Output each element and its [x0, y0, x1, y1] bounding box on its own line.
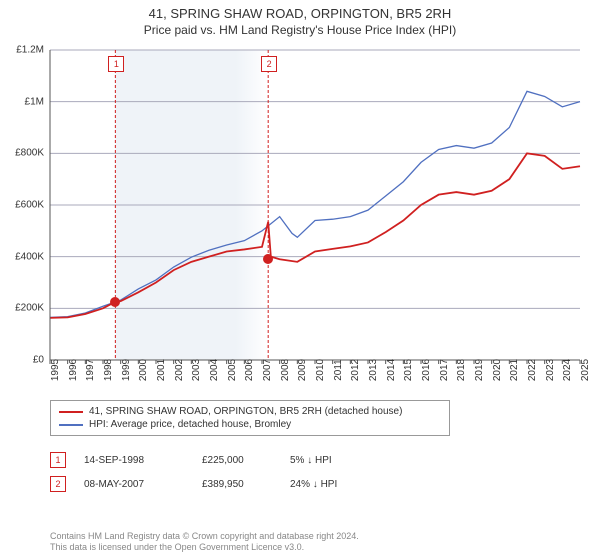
x-tick-label: 2025	[580, 359, 591, 381]
x-tick-label: 1999	[121, 359, 132, 381]
chart-marker-dot	[110, 297, 120, 307]
x-tick-label: 2012	[350, 359, 361, 381]
x-tick-label: 2011	[333, 359, 344, 381]
sales-price: £389,950	[202, 479, 272, 490]
chart-svg	[50, 50, 580, 360]
sales-table: 1 14-SEP-1998 £225,000 5% ↓ HPI 2 08-MAY…	[50, 448, 380, 496]
sales-date: 08-MAY-2007	[84, 479, 184, 490]
sales-change: 24% ↓ HPI	[290, 479, 380, 490]
chart-title: 41, SPRING SHAW ROAD, ORPINGTON, BR5 2RH	[0, 6, 600, 21]
x-tick-label: 2002	[174, 359, 185, 381]
x-tick-label: 2016	[421, 359, 432, 381]
x-tick-label: 1998	[103, 359, 114, 381]
x-tick-label: 2013	[368, 359, 379, 381]
chart-marker-box: 1	[108, 56, 124, 72]
chart-marker-dot	[263, 254, 273, 264]
x-tick-label: 2018	[456, 359, 467, 381]
x-tick-label: 2009	[297, 359, 308, 381]
x-tick-label: 2005	[227, 359, 238, 381]
chart-marker-box: 2	[261, 56, 277, 72]
x-tick-label: 2006	[244, 359, 255, 381]
legend-item-property: 41, SPRING SHAW ROAD, ORPINGTON, BR5 2RH…	[59, 405, 441, 418]
sales-row: 1 14-SEP-1998 £225,000 5% ↓ HPI	[50, 448, 380, 472]
x-tick-label: 2008	[280, 359, 291, 381]
chart-subtitle: Price paid vs. HM Land Registry's House …	[0, 23, 600, 37]
x-tick-label: 2019	[474, 359, 485, 381]
y-tick-label: £1M	[25, 96, 44, 107]
footer-line: Contains HM Land Registry data © Crown c…	[50, 531, 359, 543]
x-tick-label: 2022	[527, 359, 538, 381]
sales-marker-icon: 1	[50, 452, 66, 468]
x-tick-label: 2015	[403, 359, 414, 381]
x-tick-label: 2004	[209, 359, 220, 381]
x-tick-label: 2010	[315, 359, 326, 381]
x-tick-label: 2021	[509, 359, 520, 381]
sales-change: 5% ↓ HPI	[290, 455, 380, 466]
y-tick-label: £200K	[15, 303, 44, 314]
x-tick-label: 2024	[562, 359, 573, 381]
x-tick-label: 2007	[262, 359, 273, 381]
footer: Contains HM Land Registry data © Crown c…	[50, 531, 359, 554]
x-tick-label: 2003	[191, 359, 202, 381]
x-tick-label: 2020	[492, 359, 503, 381]
footer-line: This data is licensed under the Open Gov…	[50, 542, 359, 554]
title-block: 41, SPRING SHAW ROAD, ORPINGTON, BR5 2RH…	[0, 0, 600, 37]
legend: 41, SPRING SHAW ROAD, ORPINGTON, BR5 2RH…	[50, 400, 450, 436]
y-tick-label: £1.2M	[16, 45, 44, 56]
legend-label-property: 41, SPRING SHAW ROAD, ORPINGTON, BR5 2RH…	[89, 406, 402, 417]
chart-plot-area: £0£200K£400K£600K£800K£1M£1.2M1995199619…	[50, 50, 580, 360]
sales-row: 2 08-MAY-2007 £389,950 24% ↓ HPI	[50, 472, 380, 496]
sales-price: £225,000	[202, 455, 272, 466]
x-tick-label: 2017	[439, 359, 450, 381]
x-tick-label: 1996	[68, 359, 79, 381]
x-tick-label: 1995	[50, 359, 61, 381]
legend-swatch-hpi	[59, 424, 83, 426]
x-tick-label: 2001	[156, 359, 167, 381]
x-tick-label: 2023	[545, 359, 556, 381]
legend-label-hpi: HPI: Average price, detached house, Brom…	[89, 419, 291, 430]
sales-date: 14-SEP-1998	[84, 455, 184, 466]
x-tick-label: 2014	[386, 359, 397, 381]
chart-card: 41, SPRING SHAW ROAD, ORPINGTON, BR5 2RH…	[0, 0, 600, 560]
legend-item-hpi: HPI: Average price, detached house, Brom…	[59, 418, 441, 431]
y-tick-label: £400K	[15, 251, 44, 262]
y-tick-label: £800K	[15, 148, 44, 159]
y-tick-label: £0	[33, 355, 44, 366]
legend-swatch-property	[59, 411, 83, 413]
y-tick-label: £600K	[15, 200, 44, 211]
x-tick-label: 2000	[138, 359, 149, 381]
sales-marker-icon: 2	[50, 476, 66, 492]
x-tick-label: 1997	[85, 359, 96, 381]
